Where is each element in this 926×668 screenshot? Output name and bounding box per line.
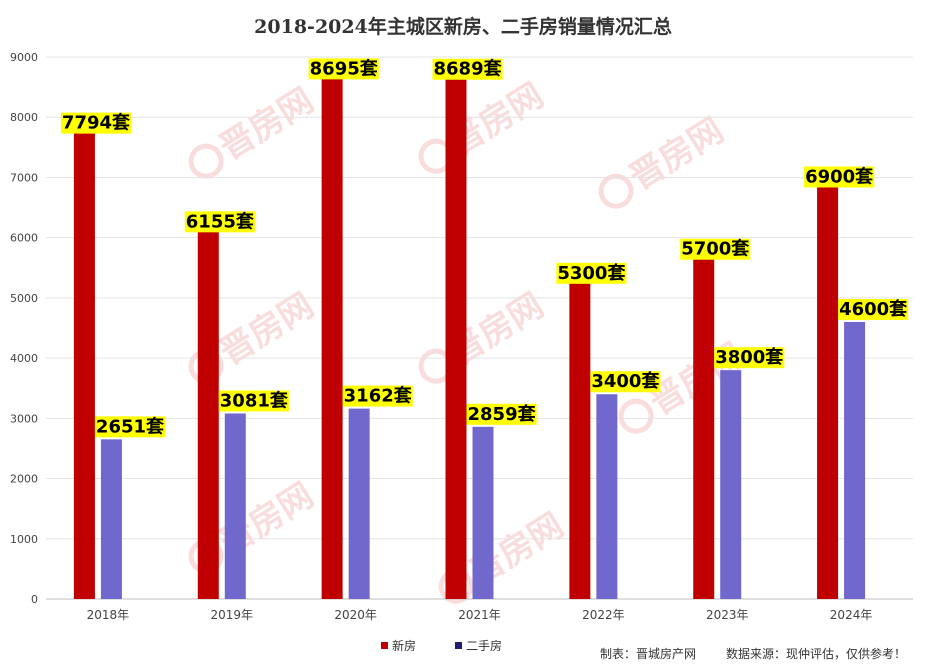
bar-new <box>569 279 591 599</box>
data-label-second-text: 2651套 <box>96 415 164 437</box>
bar-second <box>720 370 742 599</box>
data-label-second: 3162套 <box>342 385 413 407</box>
data-label-second-highlight <box>342 385 413 407</box>
bar-new <box>197 228 219 600</box>
legend: 新房 二手房 <box>381 638 502 653</box>
data-labels-layer: 7794套 2651套 6155套 3081套 8695套 3162套 8689套 2859套… <box>60 57 909 438</box>
bar-new <box>817 183 839 599</box>
x-tick-label: 2024年 <box>830 608 873 622</box>
data-label-new: 6900套 <box>804 165 875 188</box>
watermark-text: 晋房网 <box>213 285 321 373</box>
data-label-second: 3400套 <box>590 370 661 393</box>
data-label-new-text: 6155套 <box>186 210 254 232</box>
data-label-new: 5300套 <box>556 262 627 284</box>
y-tick-label: 6000 <box>10 232 38 245</box>
data-label-new-text: 5700套 <box>681 238 749 260</box>
y-tick-label: 2000 <box>10 473 38 486</box>
data-label-new-highlight <box>432 58 503 80</box>
y-tick-label: 0 <box>31 593 38 606</box>
data-label-new: 7794套 <box>60 112 132 134</box>
data-label-new: 8689套 <box>432 58 503 80</box>
data-label-second: 3081套 <box>218 389 289 412</box>
bar-second <box>100 439 122 599</box>
bar-new <box>693 255 715 599</box>
x-tick-label: 2018年 <box>87 608 130 622</box>
data-label-new-text: 6900套 <box>805 165 873 187</box>
legend-label: 二手房 <box>466 638 502 653</box>
data-label-new-highlight <box>556 262 627 284</box>
data-label-second-highlight <box>218 390 289 412</box>
grid-layer <box>46 56 913 600</box>
watermark-layer: 晋房网晋房网晋房网晋房网晋房网晋房网晋房网晋房网 <box>188 75 751 604</box>
y-tick-label: 8000 <box>10 111 38 124</box>
watermark: 晋房网 <box>598 110 731 209</box>
y-tick-label: 9000 <box>10 51 38 64</box>
bar-second <box>472 426 494 599</box>
data-label-second-text: 3400套 <box>591 370 659 392</box>
data-label-new-text: 8695套 <box>310 57 378 79</box>
legend-swatch <box>455 642 462 649</box>
x-tick-label: 2023年 <box>706 608 749 622</box>
data-label-second: 4600套 <box>838 298 909 320</box>
data-label-new-highlight <box>184 211 255 233</box>
bar-new <box>73 129 95 600</box>
watermark: 晋房网 <box>418 75 551 174</box>
footer-source: 数据来源：现仲评估，仅供参考！ <box>726 647 907 661</box>
x-tick-label: 2019年 <box>211 608 254 622</box>
y-tick-label: 5000 <box>10 292 38 305</box>
y-tick-label: 4000 <box>10 352 38 365</box>
data-label-new: 5700套 <box>680 238 751 260</box>
data-label-second-text: 3162套 <box>344 385 412 407</box>
bar-second <box>224 413 246 599</box>
bar-new <box>321 75 343 599</box>
data-label-new-highlight <box>680 238 751 260</box>
data-label-second-highlight <box>838 298 909 320</box>
data-label-new-highlight <box>804 166 875 188</box>
watermark-text: 晋房网 <box>623 110 731 198</box>
data-label-second-highlight <box>590 371 661 393</box>
data-label-second-text: 4600套 <box>839 298 907 320</box>
y-tick-label: 1000 <box>10 533 38 546</box>
bars-layer <box>73 75 866 600</box>
data-label-new-highlight <box>60 112 132 134</box>
watermark-text: 晋房网 <box>213 80 321 168</box>
data-label-second-text: 3081套 <box>220 389 288 411</box>
bar-new <box>445 75 467 599</box>
watermark-logo-icon <box>618 398 654 434</box>
data-label-second-highlight <box>466 403 537 425</box>
data-label-second: 3800套 <box>714 346 785 369</box>
x-tick-label: 2022年 <box>582 608 625 622</box>
watermark-logo-icon <box>598 173 634 209</box>
y-tick-label: 7000 <box>10 171 38 184</box>
watermark: 晋房网 <box>418 285 551 384</box>
data-label-new: 6155套 <box>184 210 255 233</box>
watermark: 晋房网 <box>188 80 321 179</box>
data-label-new-text: 8689套 <box>434 58 502 80</box>
bar-second <box>596 394 618 599</box>
bar-second <box>348 408 370 599</box>
x-tick-label: 2021年 <box>458 608 501 622</box>
data-label-new-highlight <box>308 58 379 80</box>
watermark-logo-icon <box>188 143 224 179</box>
data-label-second-text: 2859套 <box>468 403 536 425</box>
data-label-new-text: 5300套 <box>557 262 625 284</box>
data-label-second: 2651套 <box>94 415 166 438</box>
data-label-new-text: 7794套 <box>62 112 130 134</box>
data-label-second-text: 3800套 <box>715 346 783 368</box>
legend-swatch <box>381 642 388 649</box>
axis-layer: 0 1000 2000 3000 4000 5000 6000 7000 8000 9000 201… <box>10 51 872 622</box>
data-label-second-highlight <box>714 347 785 369</box>
y-tick-label: 3000 <box>10 412 38 425</box>
x-tick-label: 2020年 <box>334 608 377 622</box>
bar-second <box>844 321 866 599</box>
data-label-new: 8695套 <box>308 57 379 80</box>
data-label-second: 2859套 <box>466 403 537 425</box>
data-label-second-highlight <box>94 416 166 438</box>
chart-title: 2018-2024年主城区新房、二手房销量情况汇总 <box>254 16 672 38</box>
legend-label: 新房 <box>392 638 416 653</box>
footer-maker: 制表：晋城房产网 <box>600 647 697 661</box>
